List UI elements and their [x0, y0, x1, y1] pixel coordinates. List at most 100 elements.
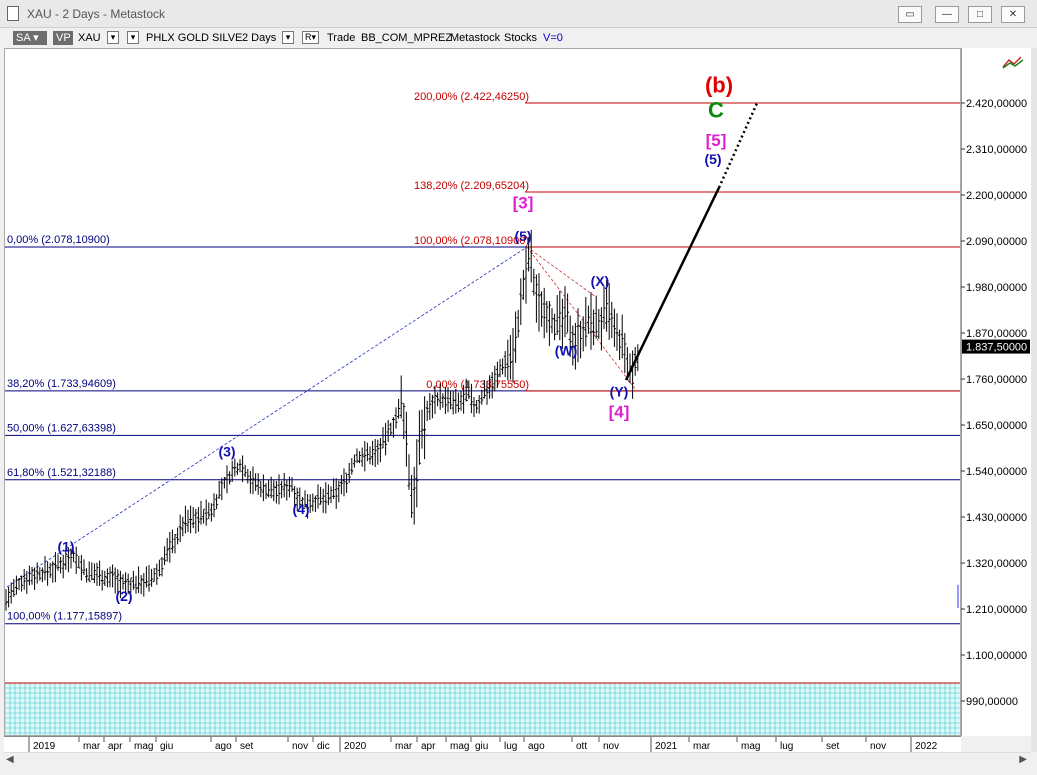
- price-tick-label: 1.210,00000: [966, 604, 1027, 616]
- source-label: Metastock: [450, 32, 501, 44]
- wave-label: (5): [704, 151, 721, 167]
- vertical-scrollbar[interactable]: [1031, 48, 1037, 752]
- time-label: mar: [395, 741, 413, 752]
- time-label: nov: [292, 741, 308, 752]
- time-label: mag: [741, 741, 760, 752]
- time-label: mar: [83, 741, 101, 752]
- price-tick-label: 2.090,00000: [966, 236, 1027, 248]
- fib-left-label: 61,80% (1.521,32188): [7, 467, 116, 479]
- price-tick-label: 2.200,00000: [966, 190, 1027, 202]
- fib-right-label: 0,00% (1.733,75550): [426, 379, 529, 391]
- price-tick-label: 1.320,00000: [966, 558, 1027, 570]
- wave-label: [3]: [513, 194, 534, 213]
- price-tick-label: 990,00000: [966, 696, 1018, 708]
- fib-left-label: 38,20% (1.733,94609): [7, 378, 116, 390]
- security-dropdown[interactable]: ▾: [127, 31, 139, 44]
- window-title: XAU - 2 Days - Metastock: [27, 7, 166, 21]
- close-button[interactable]: ✕: [1001, 6, 1025, 23]
- fib-left-label: 100,00% (1.177,15897): [7, 611, 122, 623]
- wave-label: (2): [115, 588, 132, 604]
- app-icon: [7, 6, 19, 21]
- time-label: giu: [160, 741, 173, 752]
- horizontal-scrollbar[interactable]: ◀ ▶: [4, 752, 1031, 768]
- chart-svg[interactable]: 0,00% (2.078,10900) 38,20% (1.733,94609) 5…: [5, 49, 960, 735]
- last-price-box: [962, 339, 1030, 354]
- sa-button[interactable]: SA ▾: [13, 31, 47, 45]
- time-label: dic: [317, 741, 330, 752]
- wave-label: (b): [705, 72, 733, 97]
- wave-label: (3): [218, 444, 235, 460]
- projection-line: [624, 187, 721, 381]
- time-label: ott: [576, 741, 587, 752]
- time-label: 2022: [915, 741, 938, 752]
- last-price-label: 1.837,50000: [966, 342, 1027, 354]
- symbol-dropdown[interactable]: ▾: [107, 31, 119, 44]
- trade-label[interactable]: Trade: [327, 32, 356, 44]
- price-tick-label: 1.100,00000: [966, 650, 1027, 662]
- time-label: ago: [528, 741, 545, 752]
- fib-right-label: 200,00% (2.422,46250): [414, 91, 529, 103]
- time-label: ago: [215, 741, 232, 752]
- wave-label: (Y): [610, 384, 629, 400]
- price-tick-label: 1.870,00000: [966, 328, 1027, 340]
- r-dropdown[interactable]: R▾: [302, 31, 319, 44]
- volume-pane: [5, 682, 960, 735]
- price-tick-label: 1.430,00000: [966, 512, 1027, 524]
- price-chart[interactable]: 0,00% (2.078,10900) 38,20% (1.733,94609) 5…: [4, 48, 961, 736]
- trend-line: [526, 246, 596, 297]
- trend-line: [6, 246, 528, 588]
- wave-label: (4): [292, 501, 309, 517]
- price-tick-label: 1.540,00000: [966, 466, 1027, 478]
- volume-label: V=0: [543, 32, 563, 44]
- time-label: giu: [475, 741, 488, 752]
- time-label: 2021: [655, 741, 678, 752]
- price-tick-label: 2.310,00000: [966, 144, 1027, 156]
- price-tick-label: 1.760,00000: [966, 374, 1027, 386]
- fib-right-label: 100,00% (2.078,10900): [414, 235, 529, 247]
- wave-label: (1): [57, 538, 74, 554]
- time-label: lug: [780, 741, 793, 752]
- price-axis: 2.420,00000 2.310,00000 2.200,00000 2.090,0…: [960, 48, 1031, 736]
- wave-label: [4]: [609, 403, 630, 422]
- vp-button[interactable]: VP: [53, 31, 73, 45]
- security-name: PHLX GOLD SILVE: [146, 32, 243, 44]
- projection-dotted-line: [717, 102, 759, 189]
- minimize-button[interactable]: —: [935, 6, 959, 23]
- period-label: 2 Days: [242, 32, 277, 44]
- time-label: 2019: [33, 741, 56, 752]
- wave-label: C: [708, 97, 724, 122]
- period-dropdown[interactable]: ▾: [282, 31, 294, 44]
- fib-left-label: 0,00% (2.078,10900): [7, 234, 110, 246]
- maximize-button[interactable]: □: [968, 6, 992, 23]
- time-label: apr: [421, 741, 436, 752]
- time-axis: 2019 mar apr mag giu ago set nov dic 2020 mar apr ma…: [4, 736, 961, 753]
- price-bars: [5, 229, 640, 611]
- time-label: mag: [450, 741, 469, 752]
- wave-label: (X): [591, 273, 610, 289]
- fib-right-label: 138,20% (2.209,65204): [414, 180, 529, 192]
- price-tick-label: 1.980,00000: [966, 282, 1027, 294]
- time-label: 2020: [344, 741, 367, 752]
- restore-chart-icon[interactable]: ▭: [898, 6, 922, 23]
- time-label: set: [826, 741, 840, 752]
- time-label: nov: [870, 741, 886, 752]
- wave-label: (W): [555, 343, 578, 359]
- time-label: set: [240, 741, 254, 752]
- scroll-left-icon[interactable]: ◀: [6, 754, 14, 765]
- title-bar: XAU - 2 Days - Metastock ▭ — □ ✕: [0, 0, 1037, 28]
- template-label: BB_COM_MPREZ: [361, 32, 453, 44]
- price-tick-label: 1.650,00000: [966, 420, 1027, 432]
- price-tick-label: 2.420,00000: [966, 98, 1027, 110]
- wave-label: (5): [514, 228, 531, 244]
- trend-line: [526, 246, 638, 392]
- indicator-icon[interactable]: [1001, 54, 1027, 70]
- time-label: mag: [134, 741, 153, 752]
- wave-label: [5]: [706, 131, 727, 150]
- symbol-label: XAU: [78, 32, 101, 44]
- time-label: lug: [504, 741, 517, 752]
- fib-left-label: 50,00% (1.627,63398): [7, 422, 116, 434]
- chart-toolbar: SA ▾ VP XAU ▾ ▾ PHLX GOLD SILVE 2 Days ▾…: [0, 28, 1037, 48]
- time-label: nov: [603, 741, 619, 752]
- type-label: Stocks: [504, 32, 538, 44]
- scroll-right-icon[interactable]: ▶: [1019, 754, 1027, 765]
